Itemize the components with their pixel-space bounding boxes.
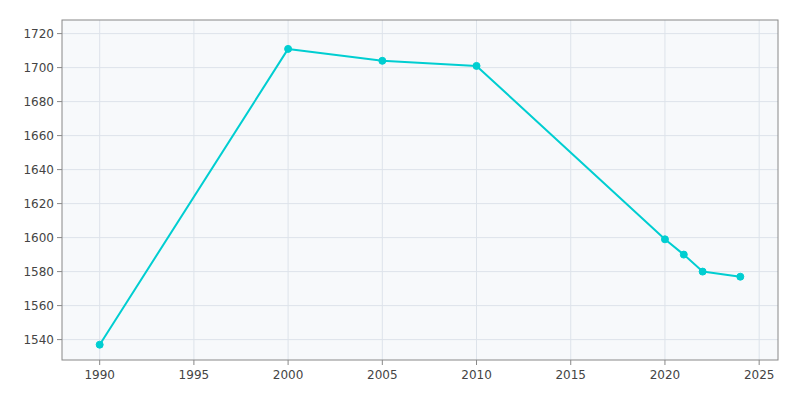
tick-y <box>57 271 62 272</box>
plot-background <box>62 20 778 360</box>
point <box>661 236 668 243</box>
grid-line-y <box>62 305 778 306</box>
tick-label-y: 1720 <box>23 27 54 41</box>
point <box>737 273 744 280</box>
tick-label-x: 2025 <box>744 368 775 382</box>
grid-line-y <box>62 203 778 204</box>
grid-line-y <box>62 101 778 102</box>
tick-x <box>664 360 665 365</box>
point <box>680 251 687 258</box>
point <box>699 268 706 275</box>
point <box>96 341 103 348</box>
tick-label-x: 2010 <box>461 368 492 382</box>
grid-line-y <box>62 237 778 238</box>
grid-line-x <box>288 20 289 360</box>
tick-label-x: 2020 <box>650 368 681 382</box>
tick-x <box>288 360 289 365</box>
tick-x <box>759 360 760 365</box>
tick-y <box>57 305 62 306</box>
tick-label-x: 1990 <box>84 368 115 382</box>
tick-y <box>57 135 62 136</box>
tick-y <box>57 169 62 170</box>
tick-y <box>57 101 62 102</box>
grid-line-y <box>62 339 778 340</box>
tick-label-y: 1600 <box>23 231 54 245</box>
tick-x <box>382 360 383 365</box>
tick-label-y: 1620 <box>23 197 54 211</box>
tick-label-x: 2000 <box>273 368 304 382</box>
tick-x <box>99 360 100 365</box>
grid-line-x <box>570 20 571 360</box>
tick-y <box>57 237 62 238</box>
point <box>379 57 386 64</box>
series <box>96 45 744 348</box>
line <box>100 49 741 345</box>
chart-container: 1540 1560 1580 1600 1620 1640 1660 1680 1700 1720… <box>0 0 800 400</box>
tick-label-y: 1700 <box>23 61 54 75</box>
tick-label-y: 1560 <box>23 299 54 313</box>
grid-line-x <box>382 20 383 360</box>
grid-line-y <box>62 67 778 68</box>
tick-label-y: 1540 <box>23 333 54 347</box>
tick-label-x: 2015 <box>555 368 586 382</box>
tick-y <box>57 33 62 34</box>
chart: 1540 1560 1580 1600 1620 1640 1660 1680 1700 1720… <box>0 0 800 400</box>
grid-line-y <box>62 135 778 136</box>
tick-x <box>193 360 194 365</box>
grid-line-y <box>62 271 778 272</box>
grid-line-x <box>664 20 665 360</box>
point <box>285 45 292 52</box>
grid-line-y <box>62 169 778 170</box>
axes: 1540 1560 1580 1600 1620 1640 1660 1680 1700 1720… <box>23 27 774 382</box>
tick-y <box>57 67 62 68</box>
plot-frame <box>62 20 778 360</box>
grid-line-x <box>476 20 477 360</box>
tick-label-y: 1640 <box>23 163 54 177</box>
grid-line-y <box>62 33 778 34</box>
grid <box>62 20 778 360</box>
tick-label-x: 1995 <box>179 368 210 382</box>
grid-line-x <box>99 20 100 360</box>
point <box>473 62 480 69</box>
grid-line-x <box>193 20 194 360</box>
tick-label-y: 1680 <box>23 95 54 109</box>
tick-label-y: 1580 <box>23 265 54 279</box>
tick-y <box>57 203 62 204</box>
tick-x <box>570 360 571 365</box>
tick-y <box>57 339 62 340</box>
tick-label-x: 2005 <box>367 368 398 382</box>
tick-x <box>476 360 477 365</box>
tick-label-y: 1660 <box>23 129 54 143</box>
grid-line-x <box>759 20 760 360</box>
